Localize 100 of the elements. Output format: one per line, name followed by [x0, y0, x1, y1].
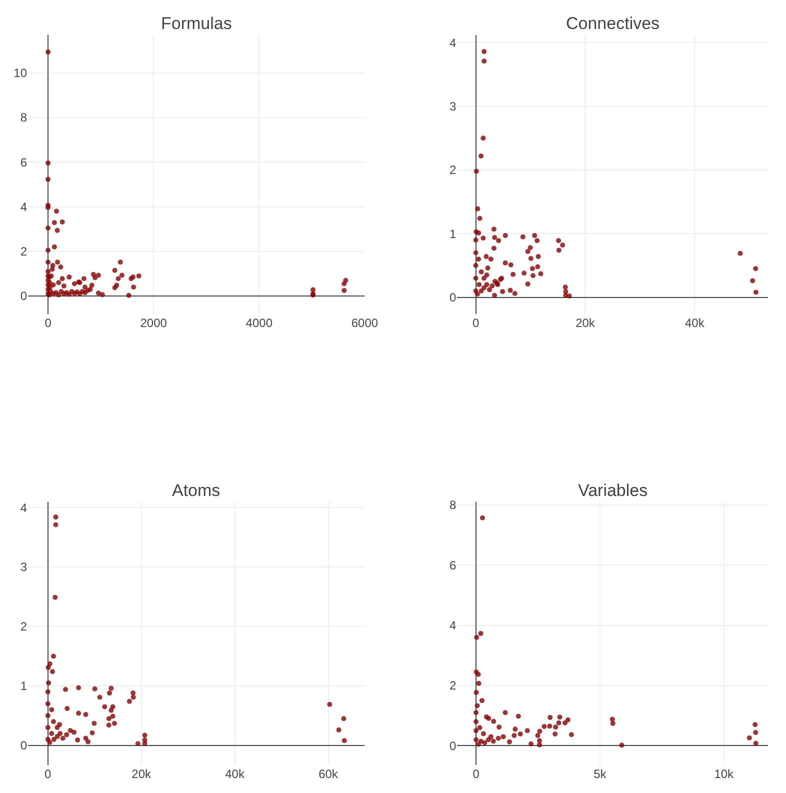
- x-tick-label: 0: [44, 767, 52, 781]
- point: [97, 694, 102, 700]
- point: [126, 698, 132, 704]
- point: [474, 690, 479, 695]
- point: [542, 724, 547, 729]
- x-tick-label: 2000: [140, 316, 168, 330]
- point: [486, 716, 492, 721]
- y-tick-label: 6: [450, 558, 457, 572]
- point: [474, 719, 479, 724]
- y-tick-label: 10: [14, 66, 28, 80]
- point: [110, 704, 116, 710]
- x-tick-label: 20k: [132, 767, 152, 781]
- point: [496, 736, 501, 741]
- point: [553, 724, 558, 730]
- x-tick-label: 5k: [594, 767, 608, 781]
- chart-title: Atoms: [172, 481, 220, 500]
- point: [53, 514, 58, 520]
- point: [490, 738, 496, 744]
- point: [537, 728, 542, 734]
- point: [610, 720, 616, 726]
- point: [491, 718, 496, 724]
- point: [142, 741, 148, 746]
- point: [752, 722, 758, 728]
- point: [45, 689, 50, 694]
- point: [342, 738, 347, 744]
- point: [45, 725, 50, 730]
- point: [53, 522, 58, 528]
- y-tick-label: 0: [20, 738, 28, 753]
- point: [474, 703, 480, 708]
- x-tick-label: 40k: [685, 316, 706, 330]
- x-tick-label: 6000: [351, 316, 378, 330]
- point: [479, 698, 484, 704]
- x-tick-label: 0: [472, 316, 480, 330]
- point: [516, 714, 521, 719]
- x-tick-label: 0: [44, 316, 52, 330]
- y-tick-label: 0: [20, 289, 28, 304]
- point: [92, 686, 98, 692]
- y-tick-label: 3: [20, 560, 28, 574]
- point: [106, 716, 112, 722]
- point: [547, 724, 552, 729]
- y-tick-label: 4: [20, 500, 28, 515]
- point: [524, 728, 530, 734]
- point: [130, 694, 136, 700]
- x-tick-label: 20k: [576, 316, 596, 330]
- point: [476, 672, 481, 677]
- point: [482, 740, 488, 746]
- y-tick-label: 2: [20, 620, 28, 634]
- point: [49, 707, 54, 712]
- point: [92, 720, 97, 726]
- point: [507, 739, 512, 744]
- point: [107, 690, 112, 696]
- y-tick-label: 8: [450, 498, 457, 512]
- point: [52, 594, 58, 600]
- chart-title: Connectives: [566, 14, 660, 33]
- point: [327, 702, 332, 707]
- y-tick-label: 4: [450, 618, 457, 633]
- point: [49, 730, 54, 736]
- point: [619, 742, 624, 748]
- point: [135, 741, 140, 746]
- point: [753, 740, 758, 746]
- point: [512, 726, 518, 732]
- y-tick-label: 2: [450, 678, 457, 693]
- point: [83, 712, 88, 717]
- point: [57, 722, 62, 728]
- point: [60, 736, 66, 741]
- point: [64, 706, 70, 712]
- point: [478, 630, 484, 636]
- y-tick-label: 6: [20, 155, 28, 170]
- chart-title: Variables: [578, 481, 648, 500]
- point: [45, 701, 50, 706]
- x-tick-label: 40k: [225, 767, 246, 781]
- point: [536, 738, 542, 744]
- point: [500, 734, 506, 740]
- point: [528, 741, 534, 746]
- point: [474, 728, 479, 734]
- point: [535, 733, 540, 738]
- point: [51, 719, 56, 724]
- point: [557, 714, 562, 720]
- y-tick-label: 4: [450, 36, 457, 50]
- chart-title: Formulas: [161, 14, 232, 33]
- point: [518, 731, 523, 736]
- point: [46, 664, 51, 670]
- point: [102, 704, 108, 710]
- y-tick-label: 1: [20, 679, 28, 694]
- point: [76, 685, 82, 690]
- point: [477, 725, 482, 730]
- point: [46, 680, 52, 686]
- point: [63, 686, 68, 692]
- point: [552, 731, 558, 736]
- point: [50, 669, 55, 674]
- point: [106, 722, 112, 728]
- point: [47, 740, 52, 745]
- point: [76, 710, 82, 716]
- x-tick-label: 0: [472, 767, 480, 781]
- point: [746, 735, 752, 740]
- y-tick-label: 4: [20, 200, 28, 214]
- y-tick-label: 8: [20, 110, 28, 125]
- point: [51, 736, 56, 742]
- point: [474, 634, 480, 640]
- x-tick-label: 10k: [714, 767, 735, 781]
